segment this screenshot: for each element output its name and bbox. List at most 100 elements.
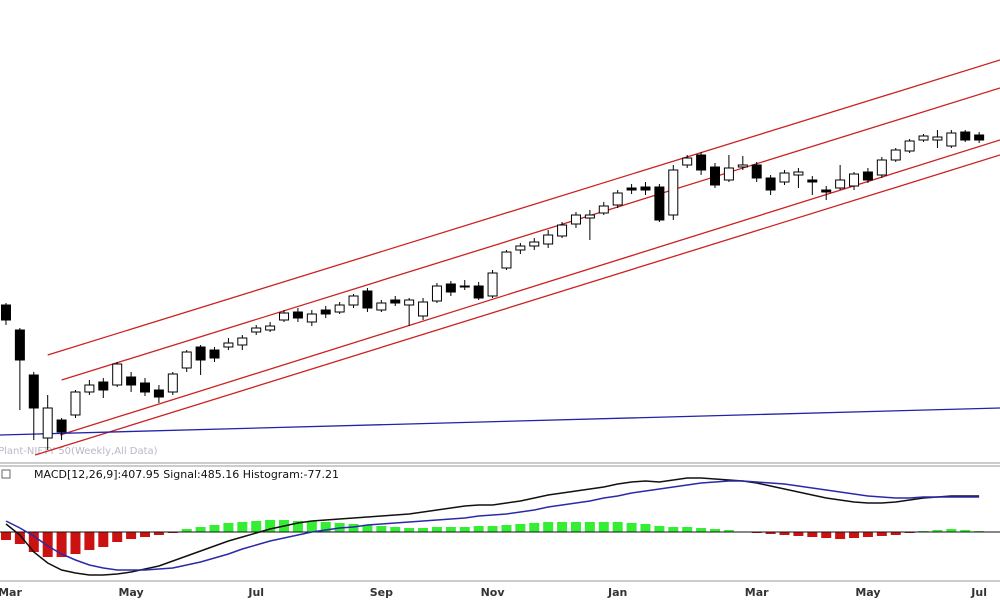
- histogram-bar: [153, 532, 164, 535]
- candle-body: [640, 186, 651, 191]
- candle-body: [682, 157, 693, 166]
- candle-body: [515, 245, 526, 251]
- histogram-bar: [570, 522, 581, 532]
- candle-body: [918, 135, 929, 141]
- histogram-bar: [501, 525, 512, 532]
- histogram-bar: [862, 532, 873, 537]
- candle-body: [821, 189, 832, 193]
- histogram-bar: [223, 523, 234, 532]
- candle-body: [501, 251, 512, 269]
- candle-body: [251, 327, 262, 333]
- histogram-bar: [626, 523, 637, 532]
- histogram-bar: [306, 521, 317, 532]
- candle-body: [0, 304, 11, 321]
- candle-body: [960, 131, 971, 141]
- histogram-bar: [557, 522, 568, 532]
- histogram-bar: [70, 532, 81, 554]
- candle-body: [876, 159, 887, 176]
- candle-body: [793, 171, 804, 176]
- histogram-bar: [431, 527, 442, 532]
- histogram-bar: [960, 530, 971, 532]
- candle-body: [862, 171, 873, 181]
- macd-line: [5, 480, 980, 571]
- histogram-bar: [14, 532, 25, 544]
- histogram-bar: [876, 532, 887, 536]
- histogram-bar: [654, 526, 665, 532]
- x-tick-label: Mar: [0, 586, 22, 599]
- histogram-bar: [390, 527, 401, 532]
- candle-body: [584, 214, 595, 219]
- candle-body: [473, 285, 484, 299]
- candle-body: [807, 179, 818, 183]
- candle-body: [431, 285, 442, 302]
- histogram-bar: [195, 527, 206, 532]
- candle-body: [418, 301, 429, 317]
- histogram-bar: [112, 532, 123, 542]
- histogram-bar: [376, 526, 387, 532]
- candle-body: [404, 299, 415, 306]
- candle-body: [306, 313, 317, 323]
- candle-body: [543, 234, 554, 245]
- candle-body: [279, 312, 290, 321]
- candle-body: [98, 381, 109, 391]
- histogram-bar: [515, 524, 526, 532]
- histogram-bar: [237, 522, 248, 532]
- candle-body: [932, 136, 943, 141]
- candle-body: [223, 342, 234, 348]
- candle-body: [849, 173, 860, 187]
- candle-body: [390, 299, 401, 304]
- histogram-bar: [28, 532, 39, 552]
- candle-body: [348, 295, 359, 306]
- x-tick-label: Sep: [370, 586, 393, 599]
- candle-body: [723, 167, 734, 181]
- histogram-bar: [404, 528, 415, 532]
- histogram-bar: [890, 532, 901, 535]
- histogram-bar: [710, 529, 721, 532]
- candle-body: [529, 241, 540, 247]
- histogram-bar: [835, 532, 846, 539]
- candle-body: [904, 140, 915, 152]
- histogram-bar: [140, 532, 151, 537]
- trend-line: [60, 139, 1000, 436]
- x-tick-label: Nov: [481, 586, 506, 599]
- histogram-bar: [459, 527, 470, 532]
- candle-body: [751, 164, 762, 179]
- candle-body: [362, 290, 373, 309]
- histogram-bar: [348, 524, 359, 532]
- candle-body: [946, 132, 957, 147]
- candle-body: [56, 419, 67, 433]
- candle-body: [14, 329, 25, 361]
- histogram-bar: [209, 525, 220, 532]
- histogram-bar: [320, 522, 331, 532]
- histogram-bar: [598, 522, 609, 532]
- histogram-bar: [126, 532, 137, 539]
- x-tick-label: Jul: [970, 586, 987, 599]
- candle-body: [126, 376, 137, 386]
- histogram-bar: [362, 525, 373, 532]
- histogram-bar: [807, 532, 818, 537]
- macd-line: [5, 477, 980, 576]
- histogram-bar: [42, 532, 53, 557]
- candle-body: [42, 407, 53, 439]
- histogram-bar: [56, 532, 67, 557]
- histogram-bar: [612, 522, 623, 532]
- histogram-bar: [529, 523, 540, 532]
- candle-body: [598, 205, 609, 214]
- trend-line: [47, 59, 1000, 356]
- candle-body: [209, 349, 220, 359]
- histogram-bar: [793, 532, 804, 536]
- candle-body: [487, 272, 498, 297]
- macd-title: MACD[12,26,9]:407.95 Signal:485.16 Histo…: [34, 468, 339, 481]
- x-tick-label: Mar: [745, 586, 769, 599]
- panel-marker: [1, 469, 11, 479]
- candle-body: [974, 134, 985, 141]
- candle-body: [153, 389, 164, 398]
- candle-body: [835, 179, 846, 189]
- trend-line: [34, 154, 1000, 456]
- candle-body: [779, 172, 790, 183]
- candle-body: [696, 154, 707, 171]
- histogram-bar: [584, 522, 595, 532]
